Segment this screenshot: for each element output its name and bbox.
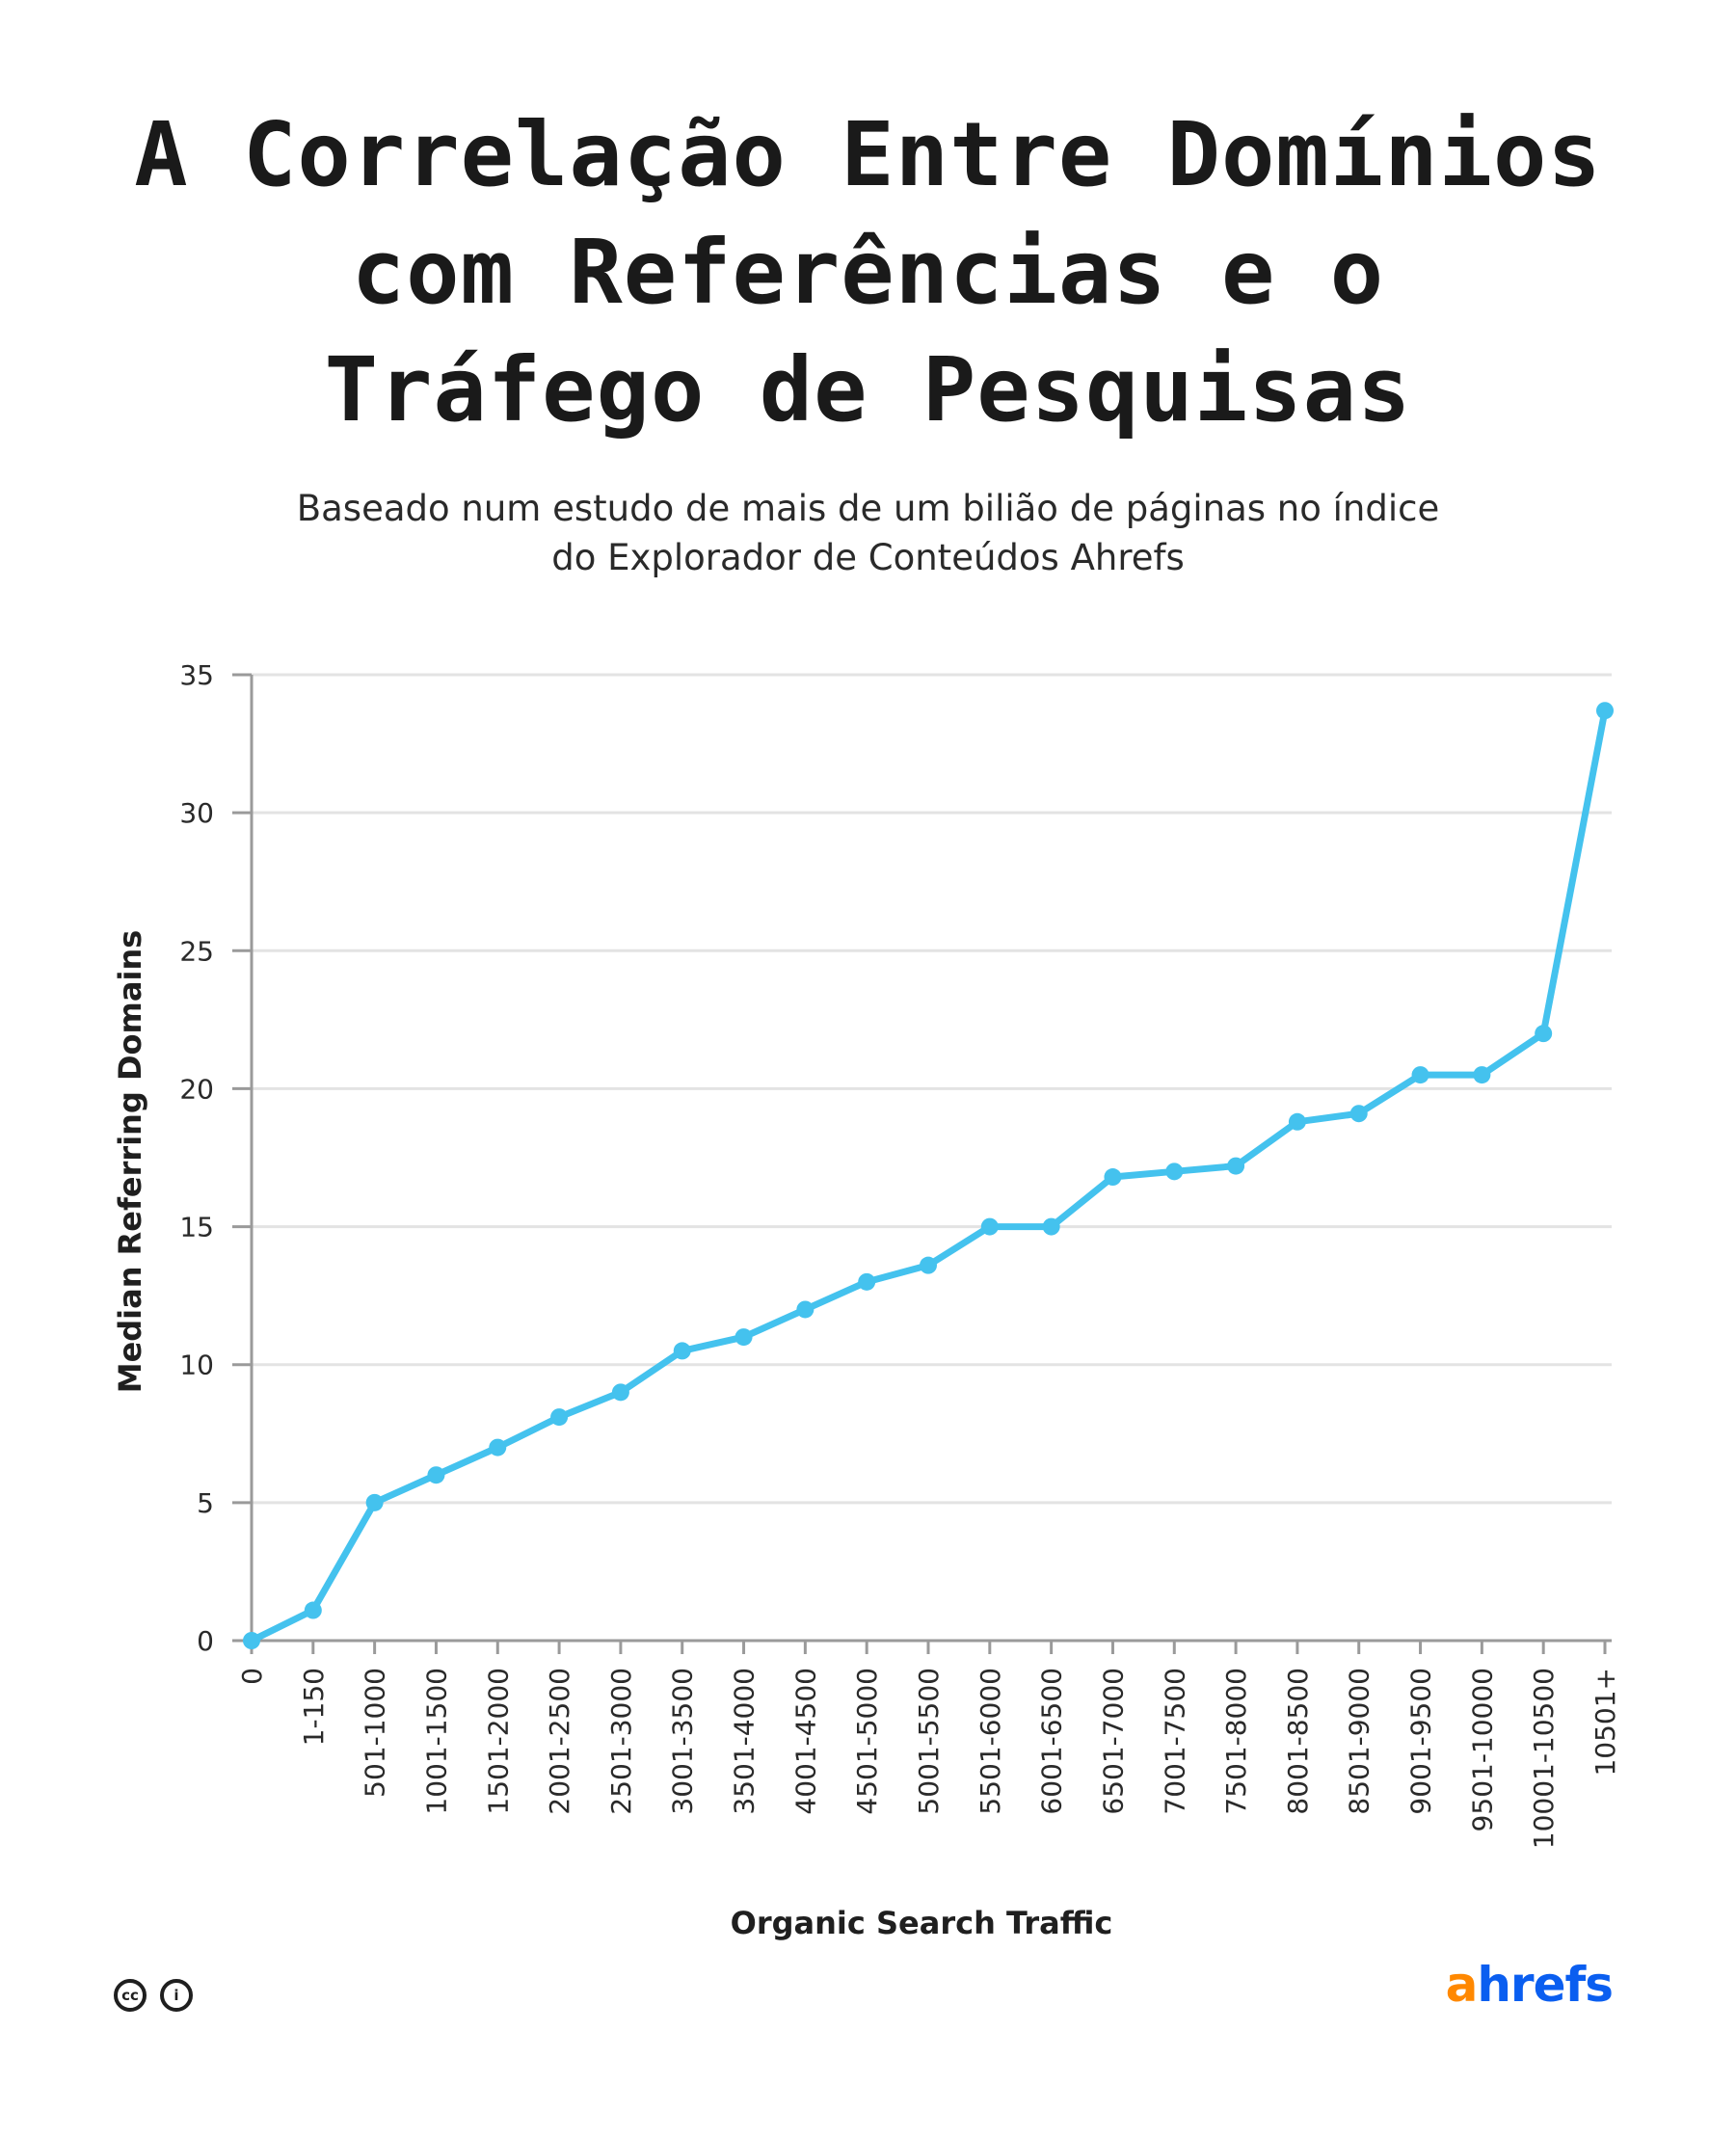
x-tick-label: 5001-5500 [913,1668,945,1815]
y-axis-title: Median Referring Domains [112,930,148,1394]
x-tick-label: 2501-3000 [605,1668,637,1815]
x-tick-label: 9001-9500 [1405,1668,1437,1815]
data-point [1535,1025,1553,1043]
data-point [1288,1112,1306,1131]
chart-title: A Correlação Entre Domínios com Referênc… [58,96,1678,449]
data-point [427,1466,445,1484]
data-point [365,1493,384,1511]
data-point [980,1217,999,1236]
x-tick-label: 4001-4500 [789,1668,821,1815]
x-tick-label: 9501-10000 [1466,1668,1498,1831]
title-line-2: com Referências e o [351,221,1385,324]
data-point [796,1300,815,1319]
series [243,702,1614,1649]
y-tick-label: 35 [179,659,214,691]
data-point [1042,1217,1060,1236]
y-tick-labels: 0 5 10 15 20 25 30 35 [179,659,214,1657]
title-line-3: Tráfego de Pesquisas [324,338,1412,441]
series-line [248,707,1609,1644]
x-tick-label: 0 [236,1668,268,1685]
y-tick-label: 25 [179,935,214,967]
x-axis-title: Organic Search Traffic [731,1905,1113,1941]
x-tick-label: 1001-1500 [420,1668,452,1815]
axes [232,673,1612,1654]
x-tick-label: 3001-3500 [667,1668,699,1815]
data-point [734,1328,753,1347]
x-tick-label: 7501-8000 [1220,1668,1252,1815]
y-tick-label: 0 [197,1625,214,1657]
y-tick-label: 30 [179,797,214,829]
x-tick-label: 501-1000 [360,1668,391,1798]
data-point [1104,1168,1122,1187]
x-tick-label: 6501-7000 [1097,1668,1129,1815]
data-point [243,1632,260,1649]
data-point [1227,1157,1245,1175]
x-tick-label: 1-150 [298,1668,330,1746]
data-point [920,1256,937,1274]
x-tick-labels: 0 1-150 501-1000 1001-1500 1501-2000 2001-250… [236,1668,1621,1849]
logo-text: hrefs [1477,1957,1614,2013]
x-tick-label: 2001-2500 [544,1668,575,1815]
subtitle-line-1: Baseado num estudo de mais de um bilião … [296,488,1440,529]
license-icons: cc i [114,1979,193,2012]
creative-commons-icon: cc [114,1979,147,2012]
ahrefs-logo: ahrefs [1445,1957,1614,2013]
data-point [1473,1066,1491,1084]
x-tick-label: 1501-2000 [482,1668,514,1815]
y-tick-label: 15 [179,1212,214,1243]
subtitle-line-2: do Explorador de Conteúdos Ahrefs [551,537,1185,578]
data-point [304,1601,322,1619]
data-point [550,1408,569,1427]
chart-subtitle: Baseado num estudo de mais de um bilião … [96,484,1640,582]
title-line-1: A Correlação Entre Domínios [134,103,1602,206]
y-tick-label: 10 [179,1350,214,1381]
data-point [1411,1066,1429,1084]
data-point [858,1272,876,1291]
y-tick-label: 5 [197,1487,214,1519]
x-tick-label: 6001-6500 [1036,1668,1068,1815]
data-point [489,1438,507,1457]
grid-lines [252,673,1612,1505]
data-point [611,1383,629,1402]
y-tick-label: 20 [179,1073,214,1105]
x-tick-label: 4501-5000 [851,1668,883,1815]
x-tick-label: 3501-4000 [729,1668,761,1815]
x-tick-label: 5501-6000 [975,1668,1006,1815]
x-tick-label: 8001-8500 [1282,1668,1314,1815]
attribution-icon: i [160,1979,193,2012]
x-tick-label: 8501-9000 [1344,1668,1375,1815]
data-point [1165,1163,1184,1181]
data-point [673,1342,691,1360]
data-point [1596,702,1614,720]
logo-letter-a: a [1445,1957,1479,2013]
x-tick-label: 7001-7500 [1159,1668,1190,1815]
x-tick-label: 10001-10500 [1528,1668,1560,1849]
data-point [1349,1105,1368,1123]
x-tick-label: 10501+ [1589,1668,1621,1777]
